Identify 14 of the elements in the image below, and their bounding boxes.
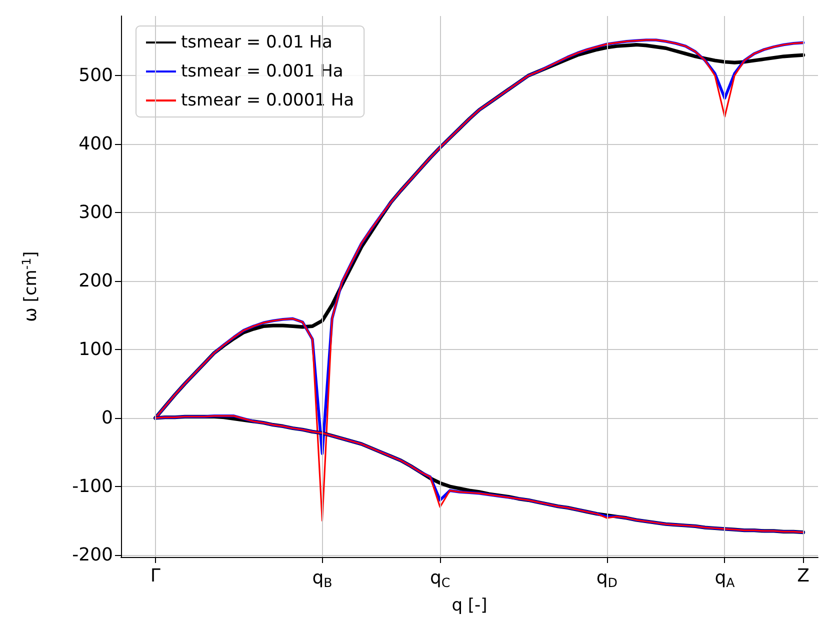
y-tick-label: 500 — [78, 65, 113, 86]
x-tick-label: Z — [797, 566, 810, 586]
x-tick-label: Γ — [150, 566, 160, 586]
y-axis-title: ω [cm-1] — [20, 251, 41, 322]
legend-label: tsmear = 0.01 Ha — [181, 32, 332, 52]
y-tick-label: 100 — [78, 339, 113, 360]
y-tick-label: -100 — [72, 476, 113, 497]
y-tick-label: -200 — [72, 544, 113, 566]
y-tick-label: 400 — [78, 134, 113, 155]
y-tick-label: 300 — [78, 202, 113, 224]
x-axis-title: q [-] — [452, 596, 488, 616]
legend-label: tsmear = 0.0001 Ha — [181, 90, 354, 110]
y-tick-label: 200 — [78, 270, 113, 292]
y-tick-label: 0 — [102, 407, 113, 428]
